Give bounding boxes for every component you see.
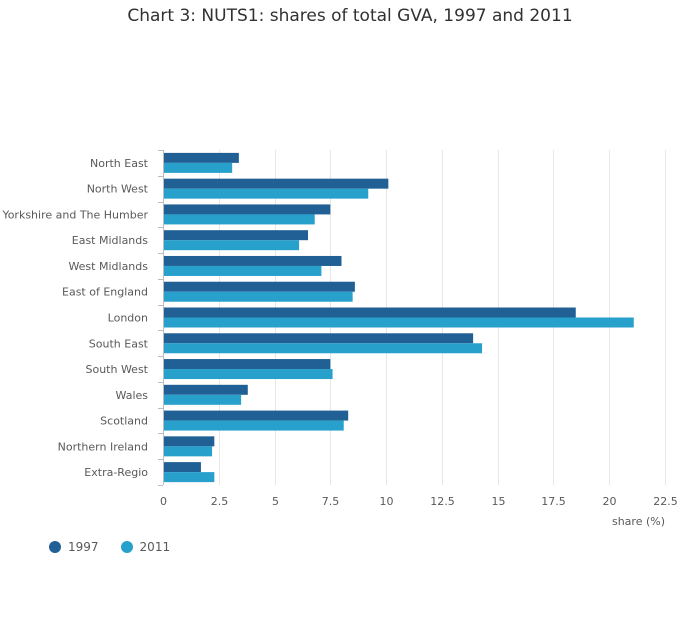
bar-1997-north-west <box>163 178 389 189</box>
bar-1997-east-midlands <box>163 230 309 241</box>
x-axis-title: share (%) <box>612 515 665 528</box>
legend-item-1997[interactable]: 1997 <box>49 540 99 554</box>
bar-2011-east-of-england <box>163 291 353 302</box>
bar-2011-south-west <box>163 369 333 380</box>
bar-1997-wales <box>163 384 248 395</box>
x-tick-label: 0 <box>160 495 167 508</box>
category-label: South East <box>89 337 149 350</box>
legend-item-2011[interactable]: 2011 <box>120 540 171 554</box>
bar-2011-northern-ireland <box>163 446 213 457</box>
category-label: Extra-Regio <box>84 466 148 479</box>
x-tick-label: 17.5 <box>541 495 566 508</box>
legend-label-2011: 2011 <box>139 540 171 554</box>
bar-2011-south-east <box>163 343 483 354</box>
bar-1997-extra-regio <box>163 462 201 473</box>
bar-1997-scotland <box>163 410 349 421</box>
bars <box>163 152 634 483</box>
bar-2011-scotland <box>163 420 344 431</box>
category-label: Wales <box>116 389 149 402</box>
category-label: South West <box>85 363 148 376</box>
category-label: Yorkshire and The Humber <box>1 208 148 221</box>
chart-title: Chart 3: NUTS1: shares of total GVA, 199… <box>127 6 573 26</box>
bar-1997-yorkshire-and-the-humber <box>163 204 331 215</box>
category-label: North East <box>90 157 149 170</box>
bar-2011-extra-regio <box>163 472 215 483</box>
x-tick-label: 20 <box>603 495 617 508</box>
bar-1997-east-of-england <box>163 281 355 292</box>
bar-1997-south-east <box>163 333 474 344</box>
category-label: West Midlands <box>68 260 148 273</box>
bar-1997-north-east <box>163 152 239 163</box>
x-tick-label: 15 <box>492 495 506 508</box>
x-tick-label: 5 <box>272 495 279 508</box>
legend-label-1997: 1997 <box>68 540 99 554</box>
axes: 0 2.5 5 7.5 10 12.5 15 17.5 20 22.5 North East Nort… <box>1 150 678 508</box>
legend-swatch-2011 <box>120 541 133 553</box>
category-label: East Midlands <box>72 234 149 247</box>
bar-2011-north-west <box>163 188 369 199</box>
bar-1997-london <box>163 307 576 318</box>
x-tick-label: 22.5 <box>653 495 678 508</box>
bar-1997-west-midlands <box>163 255 342 266</box>
bar-2011-north-east <box>163 162 233 173</box>
x-tick-label: 7.5 <box>322 495 340 508</box>
legend-swatch-1997 <box>49 541 61 553</box>
bar-2011-yorkshire-and-the-humber <box>163 214 315 225</box>
x-tick-label: 2.5 <box>211 495 229 508</box>
bar-2011-west-midlands <box>163 265 322 276</box>
x-tick-label: 12.5 <box>430 495 455 508</box>
category-label: North West <box>87 183 149 196</box>
bar-1997-northern-ireland <box>163 436 215 447</box>
bar-2011-london <box>163 317 634 328</box>
bar-2011-east-midlands <box>163 240 300 251</box>
bar-2011-wales <box>163 394 242 405</box>
category-label: East of England <box>62 286 148 299</box>
bar-1997-south-west <box>163 359 331 370</box>
legend: 1997 2011 <box>49 540 170 554</box>
category-label: Northern Ireland <box>58 440 148 453</box>
category-label: Scotland <box>100 415 148 428</box>
category-label: London <box>108 312 148 325</box>
x-tick-label: 10 <box>380 495 394 508</box>
